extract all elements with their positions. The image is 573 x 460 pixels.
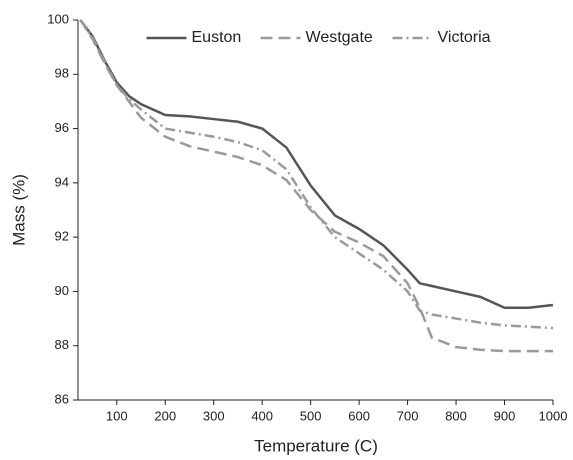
x-tick-label: 900	[494, 408, 516, 423]
x-tick-label: 600	[348, 408, 370, 423]
y-tick-label: 90	[55, 283, 69, 298]
x-axis-title: Temperature (C)	[254, 436, 378, 455]
y-tick-label: 86	[55, 391, 69, 406]
x-tick-label: 200	[154, 408, 176, 423]
x-tick-label: 500	[300, 408, 322, 423]
x-tick-label: 800	[445, 408, 467, 423]
x-tick-label: 300	[203, 408, 225, 423]
legend-label: Victoria	[438, 29, 491, 46]
x-tick-label: 1000	[539, 408, 568, 423]
y-axis-title: Mass (%)	[9, 174, 28, 246]
y-tick-label: 100	[47, 11, 69, 26]
y-tick-label: 88	[55, 337, 69, 352]
series-line	[79, 19, 554, 330]
y-tick-label: 92	[55, 229, 69, 244]
legend-label: Euston	[192, 29, 242, 46]
x-tick-label: 700	[397, 408, 419, 423]
legend-label: Westgate	[306, 29, 373, 46]
x-tick-label: 100	[106, 408, 128, 423]
y-tick-label: 98	[55, 66, 69, 81]
y-tick-label: 96	[55, 120, 69, 135]
x-tick-label: 400	[251, 408, 273, 423]
series-line	[79, 19, 553, 353]
series-line	[79, 19, 554, 309]
y-tick-label: 94	[55, 174, 69, 189]
